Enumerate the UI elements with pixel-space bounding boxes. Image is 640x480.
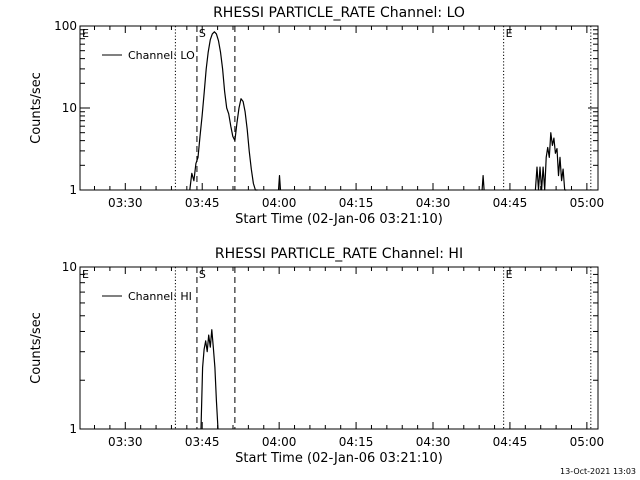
marker-label: E	[506, 27, 513, 40]
x-tick-label: 04:00	[262, 435, 297, 449]
x-tick-label: 04:30	[416, 196, 451, 210]
y-tick-label: 10	[62, 260, 77, 274]
y-axis-title: Counts/sec	[29, 312, 44, 384]
y-tick-label: 10	[62, 101, 77, 115]
marker-label: E	[506, 268, 513, 281]
x-tick-label: 03:30	[108, 196, 143, 210]
marker-label: E	[82, 27, 89, 40]
panel-channel-hi: RHESSI PARTICLE_RATE Channel: HI E S E 03:30…	[29, 246, 604, 466]
legend-label: Channel: HI	[128, 290, 192, 303]
series-line	[277, 175, 282, 191]
y-tick-label: 1	[69, 183, 77, 197]
footer-timestamp: 13-Oct-2021 13:03	[560, 467, 636, 476]
series-line	[481, 175, 485, 191]
panel-channel-lo: RHESSI PARTICLE_RATE Channel: LO E S E 03:30…	[29, 5, 604, 227]
series-line	[200, 329, 219, 430]
x-tick-label: 04:45	[493, 196, 528, 210]
x-tick-label: 03:45	[185, 435, 220, 449]
x-tick-label: 04:15	[339, 196, 374, 210]
marker-label: E	[82, 268, 89, 281]
series-line	[534, 132, 567, 191]
x-tick-label: 03:30	[108, 435, 143, 449]
x-tick-label: 03:45	[185, 196, 220, 210]
x-tick-label: 04:30	[416, 435, 451, 449]
marker-label: S	[199, 268, 206, 281]
x-tick-label: 05:00	[570, 435, 605, 449]
x-axis-title: Start Time (02-Jan-06 03:21:10)	[235, 451, 443, 466]
series-line	[189, 31, 258, 191]
y-tick-label: 1	[69, 422, 77, 436]
x-tick-label: 04:00	[262, 196, 297, 210]
x-tick-label: 04:15	[339, 435, 374, 449]
x-tick-label: 05:00	[570, 196, 605, 210]
marker-label: S	[199, 27, 206, 40]
legend-label: Channel: LO	[128, 49, 195, 62]
x-tick-label: 04:45	[493, 435, 528, 449]
chart-title: RHESSI PARTICLE_RATE Channel: HI	[215, 246, 463, 262]
y-tick-label: 100	[54, 19, 77, 33]
chart-title: RHESSI PARTICLE_RATE Channel: LO	[213, 5, 465, 21]
y-axis-title: Counts/sec	[29, 72, 44, 144]
x-axis-title: Start Time (02-Jan-06 03:21:10)	[235, 212, 443, 227]
